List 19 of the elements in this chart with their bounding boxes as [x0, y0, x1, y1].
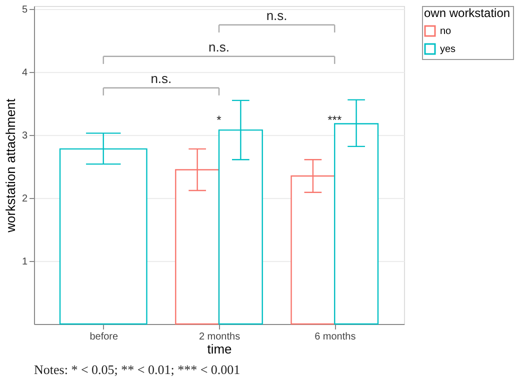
legend-title: own workstation: [424, 6, 510, 20]
text: Notes: * < 0.05; ** < 0.01; *** < 0.001: [34, 362, 240, 377]
x-tick-label: 6 months: [314, 332, 356, 342]
annotation: n.s.: [208, 39, 230, 54]
y-tick-label: 1: [22, 256, 28, 268]
annotation: *: [216, 113, 222, 128]
y-tick-label: 2: [22, 194, 28, 205]
x-axis-title: time: [207, 342, 232, 356]
annotation: ***: [328, 113, 342, 128]
legend-label: no: [440, 26, 452, 37]
y-tick-label: 3: [22, 130, 28, 142]
y-axis-title: workstation attachment: [2, 98, 18, 234]
y-tick-label: 4: [22, 68, 28, 79]
x-tick-label: before: [90, 332, 118, 342]
x-tick-label: 2 months: [198, 332, 240, 342]
legend-label: yes: [440, 44, 456, 55]
y-tick-label: 5: [22, 4, 28, 16]
annotation: n.s.: [150, 70, 172, 86]
annotation: n.s.: [266, 8, 288, 23]
